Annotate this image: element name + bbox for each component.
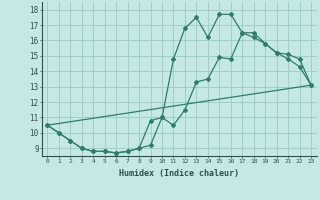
X-axis label: Humidex (Indice chaleur): Humidex (Indice chaleur)	[119, 169, 239, 178]
